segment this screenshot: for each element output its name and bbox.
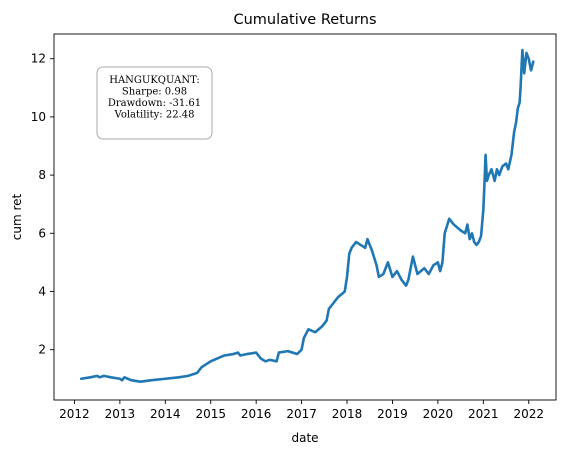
x-tick-label: 2014 (150, 407, 181, 421)
x-tick-label: 2022 (513, 407, 544, 421)
x-tick-label: 2013 (105, 407, 136, 421)
x-tick-label: 2015 (195, 407, 226, 421)
y-tick-label: 10 (31, 110, 46, 124)
x-axis: 2012 2013 2014 2015 2016 2017 2018 2019 2020 2021… (59, 400, 544, 421)
y-tick-label: 12 (31, 52, 46, 66)
axes-frame (53, 33, 557, 401)
y-axis: 2 4 6 8 10 12 (31, 52, 54, 357)
x-tick-label: 2020 (423, 407, 454, 421)
x-tick-label: 2018 (332, 407, 363, 421)
series-layer (79, 48, 535, 383)
y-tick-label: 4 (38, 284, 46, 298)
series-line (79, 48, 535, 383)
x-tick-label: 2012 (59, 407, 90, 421)
annotation-box (96, 66, 213, 140)
y-tick-label: 6 (38, 226, 46, 240)
x-tick-label: 2017 (286, 407, 317, 421)
x-axis-label: date (291, 431, 318, 445)
annotation-line: Sharpe: 0.98 (122, 87, 187, 98)
chart-title: Cumulative Returns (233, 12, 376, 28)
annotation-line: Volatility: 22.48 (114, 110, 195, 121)
annotation-line: Drawdown: -31.61 (108, 98, 201, 109)
y-tick-label: 8 (38, 168, 46, 182)
annotation-line: HANGUKQUANT: (109, 75, 200, 86)
x-tick-label: 2021 (468, 407, 499, 421)
x-tick-label: 2016 (241, 407, 272, 421)
x-tick-label: 2019 (377, 407, 408, 421)
y-axis-label: cum ret (10, 193, 24, 240)
y-tick-label: 2 (38, 343, 46, 357)
